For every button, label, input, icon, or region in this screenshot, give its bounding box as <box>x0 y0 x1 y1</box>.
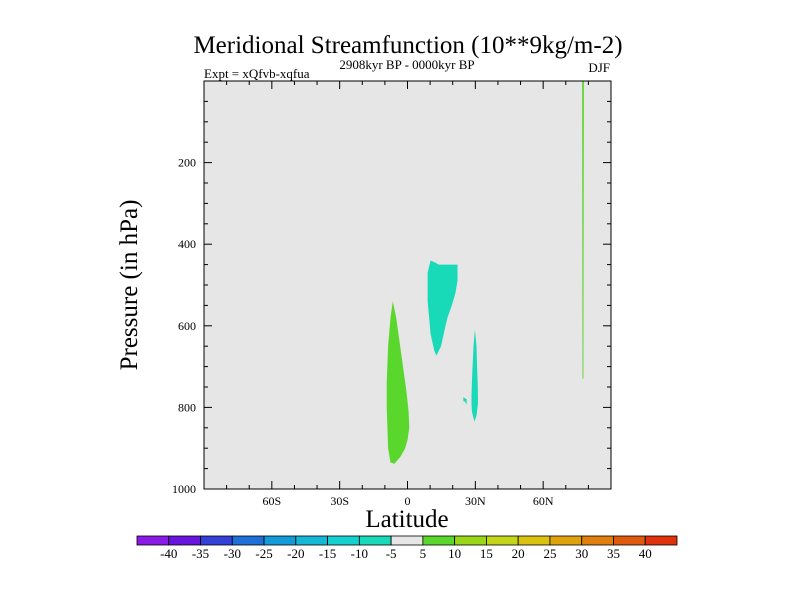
colorbar-label: 15 <box>480 546 493 561</box>
colorbar-swatch <box>486 535 519 546</box>
colorbar-swatch <box>581 535 614 546</box>
colorbar-swatch <box>231 535 265 546</box>
colorbar-swatch <box>358 535 392 546</box>
colorbar-swatch <box>422 535 456 546</box>
colorbar-label: 30 <box>575 546 588 561</box>
region-northern-negative-lower <box>471 329 478 422</box>
y-tick-label: 600 <box>178 319 196 333</box>
y-tick-label: 200 <box>178 156 196 170</box>
colorbar-label: -5 <box>386 546 397 561</box>
x-tick-label: 60S <box>262 494 281 508</box>
x-tick-label: 60N <box>533 494 554 508</box>
y-tick-label: 1000 <box>172 482 196 496</box>
axis-ticks <box>204 81 611 489</box>
colorbar-label: -35 <box>192 546 209 561</box>
x-tick-label: 0 <box>405 494 411 508</box>
colorbar-swatch <box>327 535 360 546</box>
colorbar-label: -40 <box>160 546 177 561</box>
colorbar-swatch <box>517 535 551 546</box>
region-northern-negative-upper <box>427 260 458 356</box>
colorbar-label: -20 <box>287 546 304 561</box>
colorbar-label: 40 <box>639 546 652 561</box>
colorbar-swatch <box>549 535 583 546</box>
colorbar-swatch <box>200 535 233 546</box>
colorbar-label: -30 <box>224 546 241 561</box>
colorbar-labels: -40 -35 -30 -25 -20 -15 -10 -5 5 10 15 20 25 30 35 40 <box>160 546 652 561</box>
colorbar-swatch <box>613 535 646 546</box>
colorbar <box>136 535 678 546</box>
colorbar-swatch <box>295 535 328 546</box>
colorbar-swatch <box>168 535 201 546</box>
x-axis-label: Latitude <box>365 506 448 533</box>
colorbar-swatch <box>390 535 424 546</box>
contour-regions <box>386 81 584 464</box>
y-tick-label: 800 <box>178 400 196 414</box>
y-axis-label: Pressure (in hPa) <box>116 200 143 371</box>
colorbar-label: -10 <box>351 546 368 561</box>
colorbar-label: 25 <box>543 546 556 561</box>
colorbar-label: 10 <box>448 546 461 561</box>
chart-title: Meridional Streamfunction (10**9kg/m-2) <box>193 32 622 59</box>
y-tick-label: 400 <box>178 237 196 251</box>
colorbar-swatch <box>644 535 678 546</box>
region-high-latitude-positive-strip <box>582 81 584 379</box>
colorbar-swatch <box>263 535 297 546</box>
x-tick-label: 30N <box>465 494 486 508</box>
season-label: DJF <box>588 60 610 75</box>
x-tick-labels: 60S 30S 0 30N 60N <box>262 494 553 508</box>
time-range-label: 2908kyr BP - 0000kyr BP <box>339 57 474 72</box>
colorbar-label: -25 <box>255 546 272 561</box>
colorbar-swatch <box>136 535 170 546</box>
region-equatorial-positive <box>386 301 410 464</box>
colorbar-label: 20 <box>512 546 525 561</box>
region-northern-negative-speck <box>463 397 467 405</box>
colorbar-label: 5 <box>420 546 427 561</box>
plot-frame <box>203 80 612 490</box>
colorbar-swatch <box>454 535 487 546</box>
colorbar-label: 35 <box>607 546 620 561</box>
y-tick-labels: 200 400 600 800 1000 <box>172 156 196 496</box>
experiment-label: Expt = xQfvb-xqfua <box>204 66 310 81</box>
x-tick-label: 30S <box>330 494 349 508</box>
colorbar-label: -15 <box>319 546 336 561</box>
